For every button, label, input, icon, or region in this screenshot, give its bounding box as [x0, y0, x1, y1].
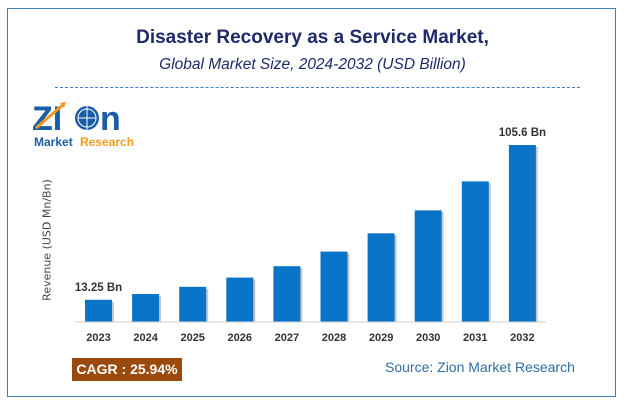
source-text: Source: Zion Market Research [385, 359, 575, 375]
bar-2027 [273, 266, 301, 322]
bar-2025 [179, 286, 207, 322]
x-tick-label: 2028 [322, 332, 346, 344]
chart-subtitle: Global Market Size, 2024-2032 (USD Billi… [159, 56, 466, 73]
bar-2031 [461, 181, 489, 322]
cagr-badge: CAGR : 25.94% [72, 358, 182, 381]
x-tick-label: 2023 [86, 332, 110, 344]
x-tick-label: 2031 [463, 332, 487, 344]
bar-2029 [367, 233, 395, 322]
divider [55, 87, 580, 88]
chart-title: Disaster Recovery as a Service Market, [136, 27, 489, 48]
svg-text:n: n [100, 100, 121, 138]
x-tick-label: 2026 [228, 332, 252, 344]
x-tick-label: 2032 [510, 332, 534, 344]
chart-frame [7, 8, 616, 397]
data-label: 105.6 Bn [499, 127, 546, 139]
x-tick-label: 2029 [369, 332, 393, 344]
bar-2028 [320, 251, 348, 322]
zion-logo: ZI n Market Research [30, 98, 140, 150]
x-tick-label: 2025 [180, 332, 204, 344]
x-tick-label: 2027 [275, 332, 299, 344]
x-tick-label: 2024 [133, 332, 158, 344]
x-tick-label: 2030 [416, 332, 440, 344]
bar-2030 [414, 210, 442, 322]
bar-2023 [85, 299, 112, 322]
bar-2024 [132, 294, 160, 322]
logo-tagline-research: Research [80, 135, 134, 149]
logo-tagline-market: Market [34, 135, 73, 149]
bar-2026 [226, 277, 254, 322]
bar-2032 [508, 145, 536, 322]
logo-arrow-icon [35, 102, 65, 130]
data-label: 13.25 Bn [75, 282, 122, 294]
